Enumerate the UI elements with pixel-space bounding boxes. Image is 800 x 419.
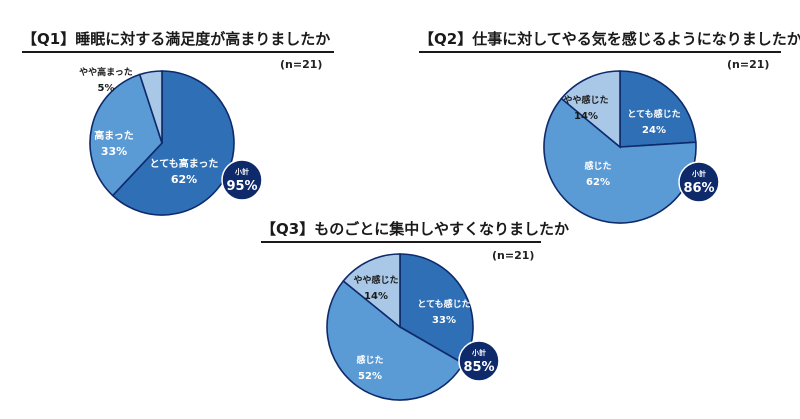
q3-subtotal-label: 小計 [471,348,486,357]
q1-subtotal-value: 95% [226,179,257,194]
q2-title: 【Q2】仕事に対してやる気を感じるようになりましたか [419,30,800,48]
q1-slice-0-value: 62% [171,173,197,186]
q3-sample-size: (n=21) [492,249,535,262]
q1-slice-2-value: 5% [98,83,115,94]
q3-slice-2-value: 14% [364,291,388,302]
q1-title-rule [22,51,334,53]
q2-slice-0-label: とても感じた [627,108,680,120]
q3-title-rule [261,241,541,243]
q2-subtotal-badge [678,161,720,203]
q2-title-rule [419,51,781,53]
q2-slice-0-value: 24% [642,125,666,136]
q3-slice-1 [326,279,465,401]
q2-slice-0 [619,70,697,148]
q1-subtotal-badge [221,159,263,201]
q2-slice-2-label: やや感じた [563,94,608,106]
q1-slice-1-label: 高まった [94,129,134,142]
q3-subtotal-value: 85% [463,360,494,375]
q2-subtotal-label: 小計 [691,169,706,178]
q1-subtotal-label: 小計 [234,167,249,176]
q3-subtotal-badge [458,340,500,382]
q1-slice-1-value: 33% [101,145,127,158]
q2-slice-1-value: 62% [586,177,610,188]
q2-subtotal-value: 86% [683,181,714,196]
q3-slice-1-value: 52% [358,371,382,382]
q1-slice-1 [89,73,163,197]
q1-slice-0-label: とても高まった [150,157,219,170]
q2-slice-2 [560,70,621,149]
q2-slice-1-label: 感じた [584,160,611,172]
q3-slice-2 [342,253,401,329]
q3-slice-0-label: とても感じた [417,298,470,310]
q3-slice-0-value: 33% [432,315,456,326]
q2-sample-size: (n=21) [727,58,770,71]
q1-slice-2 [138,70,163,144]
q1-slice-2-label: やや高まった [79,66,133,78]
q3-slice-1-label: 感じた [356,354,383,366]
q2-slice-2-value: 14% [574,111,598,122]
q3-title: 【Q3】ものごとに集中しやすくなりましたか [261,220,570,238]
q3-slice-2-label: やや感じた [353,274,398,286]
q1-title: 【Q1】睡眠に対する満足度が高まりましたか [22,30,331,48]
q1-sample-size: (n=21) [280,58,323,71]
